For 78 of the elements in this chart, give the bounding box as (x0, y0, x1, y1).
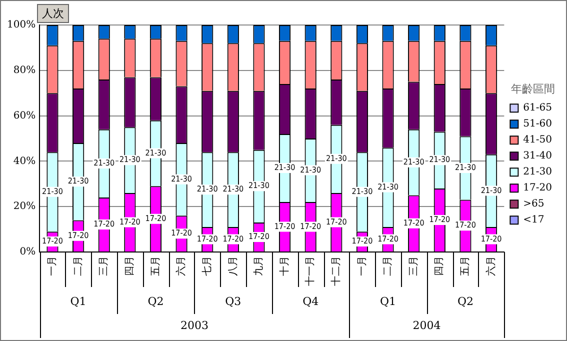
data-label: 21-30 (403, 157, 425, 166)
data-label: 17-20 (454, 220, 476, 230)
data-label: 17-20 (68, 230, 90, 240)
data-label: 17-20 (171, 228, 192, 238)
x-tick-label: 一月 (356, 256, 368, 276)
text: Q1 (70, 294, 86, 308)
x-tick-label: 十一月 (304, 256, 316, 286)
data-label: 21-30 (429, 155, 451, 164)
x-tick-label: 十二月 (330, 256, 342, 286)
data-label: 21-30 (248, 181, 270, 190)
data-label: 17-20 (42, 236, 64, 246)
x-tick-label: 七月 (200, 256, 213, 276)
data-label: 21-30 (196, 184, 218, 194)
data-label: 21-30 (171, 174, 192, 184)
data-label: 21-30 (68, 176, 90, 186)
data-label: 21-30 (454, 163, 476, 172)
y-tick-label: 60% (13, 110, 36, 122)
legend-label: 21-30 (523, 166, 552, 178)
data-label: 17-20 (300, 222, 322, 231)
y-tick-label: 0% (20, 246, 36, 258)
x-tick-label: 八月 (228, 256, 239, 276)
y-tick-label: 40% (13, 156, 36, 167)
data-label: 17-20 (378, 234, 399, 244)
data-label: 21-30 (326, 154, 348, 164)
legend-label: 17-20 (523, 182, 552, 194)
text: Q2 (148, 294, 164, 308)
data-label: 21-30 (119, 155, 141, 164)
legend-title: 年齡區間 (511, 82, 556, 96)
data-label: 17-20 (222, 234, 244, 244)
data-label: 21-30 (352, 186, 374, 196)
data-label: 17-20 (429, 215, 451, 224)
x-tick-label: 二月 (382, 256, 394, 276)
data-label: 17-20 (145, 214, 167, 223)
x-tick-label: 九月 (252, 256, 265, 276)
text: Q3 (225, 294, 242, 308)
data-label: 21-30 (94, 158, 115, 168)
x-tick-label: 三月 (98, 256, 110, 276)
text: 2004 (412, 318, 441, 332)
text: Q2 (457, 294, 474, 308)
legend-label: 31-40 (523, 150, 552, 162)
x-tick-label: 五月 (460, 256, 472, 276)
x-tick-label: 十月 (278, 256, 290, 276)
data-label: 17-20 (274, 222, 296, 231)
data-label: 17-20 (326, 217, 348, 226)
data-label: 17-20 (352, 236, 374, 246)
data-label: 17-20 (403, 218, 425, 228)
x-tick-label: 二月 (72, 256, 84, 276)
legend-label: 61-65 (523, 102, 552, 114)
data-label: 17-20 (119, 217, 141, 226)
y-tick-label: 20% (13, 201, 36, 212)
data-label: 21-30 (222, 184, 244, 194)
x-tick-label: 一月 (47, 256, 58, 276)
x-tick-label: 五月 (150, 256, 162, 276)
legend-label: <17 (523, 214, 544, 226)
legend-label: 51-60 (523, 118, 552, 130)
data-label: 21-30 (480, 186, 502, 195)
y-tick-label: 80% (13, 64, 36, 76)
legend-label: 41-50 (523, 134, 552, 146)
data-label: 21-30 (378, 182, 399, 192)
text: 2003 (180, 318, 208, 332)
data-label: 21-30 (274, 163, 296, 172)
data-label: 17-20 (480, 234, 502, 244)
data-label: 21-30 (300, 165, 322, 174)
x-tick-label: 六月 (484, 256, 497, 276)
data-label: 21-30 (42, 186, 64, 196)
x-tick-label: 三月 (408, 256, 420, 276)
data-label: 21-30 (145, 148, 167, 158)
data-label: 17-20 (248, 232, 270, 242)
text: Q1 (380, 294, 396, 308)
x-tick-label: 六月 (175, 256, 188, 276)
data-label: 17-20 (196, 234, 218, 244)
legend-label: >65 (523, 198, 544, 210)
x-tick-label: 四月 (124, 256, 136, 276)
text: Q4 (302, 294, 319, 308)
y-tick-label: 100% (6, 20, 36, 31)
x-tick-label: 四月 (434, 256, 446, 276)
y-axis-title: 人次 (37, 4, 69, 23)
data-label: 17-20 (94, 220, 115, 229)
